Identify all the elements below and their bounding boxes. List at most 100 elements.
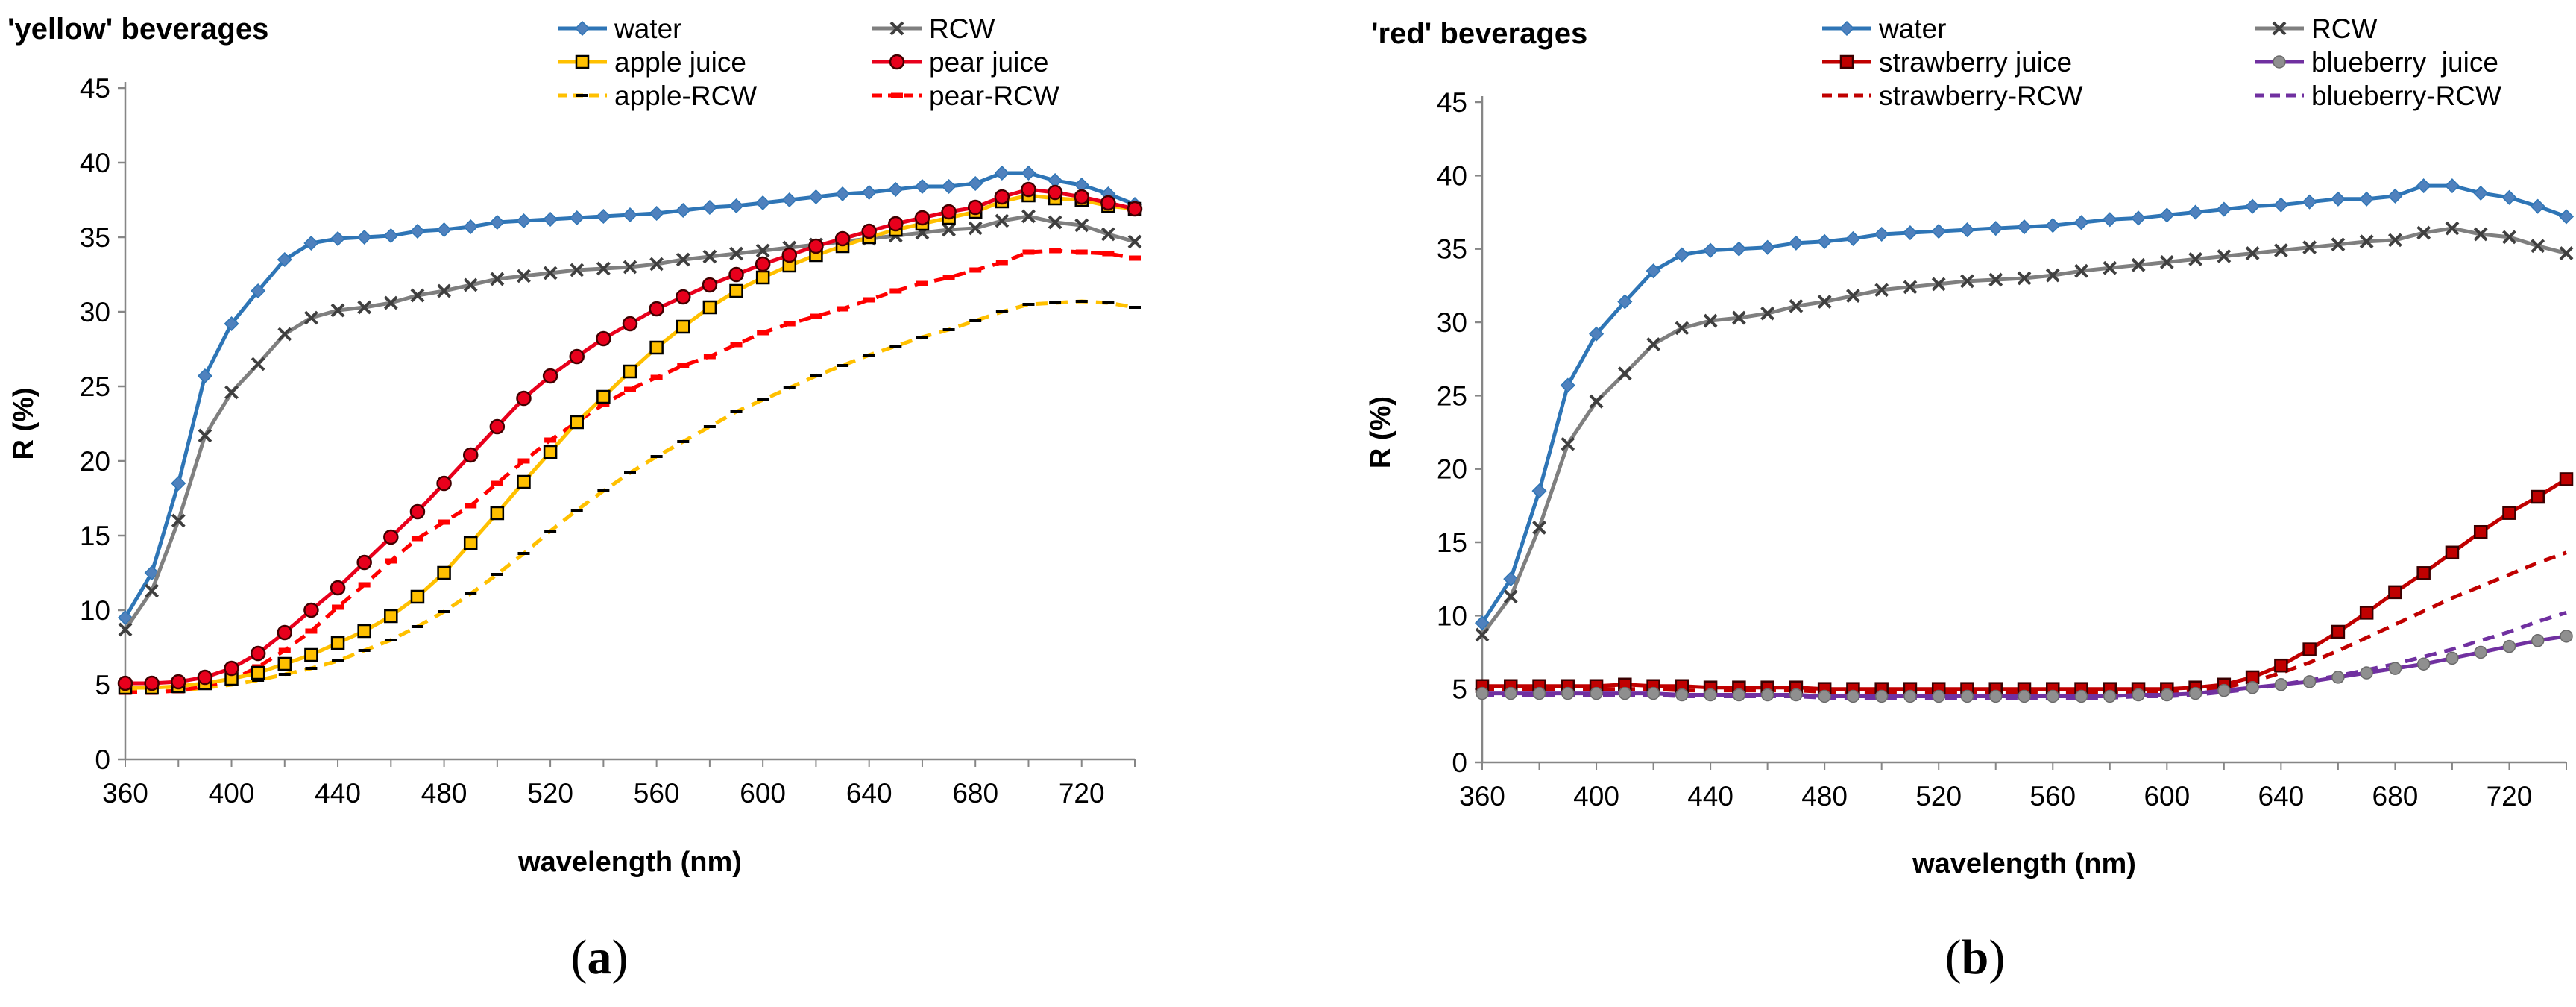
data-point — [1732, 688, 1746, 702]
series-line-water — [1480, 183, 2569, 625]
data-point — [2359, 234, 2374, 249]
data-point — [2331, 624, 2346, 639]
data-point — [2302, 642, 2317, 656]
data-point — [1789, 688, 1803, 702]
data-point — [2216, 201, 2232, 217]
data-point — [1560, 377, 1575, 393]
data-point — [861, 223, 877, 239]
data-point — [1561, 686, 1575, 700]
data-point — [543, 445, 558, 459]
data-point — [2188, 204, 2203, 220]
data-point — [356, 229, 372, 245]
y-tick-label: 15 — [80, 521, 110, 551]
legend-label: blueberry-RCW — [2311, 81, 2501, 111]
x-tick-label: 720 — [1059, 778, 1105, 809]
chart-title: 'red' beverages — [1371, 17, 1587, 50]
legend-label: strawberry-RCW — [1879, 81, 2082, 111]
x-tick-label: 440 — [315, 778, 361, 809]
data-point — [1675, 688, 1689, 702]
data-point — [410, 589, 425, 604]
data-point — [2245, 198, 2261, 214]
data-point — [303, 235, 319, 251]
data-point — [437, 283, 451, 298]
data-point — [118, 622, 133, 637]
series-water — [1474, 178, 2575, 631]
legend-swatch-marker — [2272, 21, 2287, 36]
data-point — [755, 270, 770, 285]
data-point — [808, 238, 824, 254]
data-point — [462, 447, 479, 463]
x-tick-label: 520 — [527, 778, 573, 809]
data-point — [1100, 195, 1116, 211]
y-tick-label: 10 — [80, 595, 110, 626]
x-tick-label: 560 — [2029, 781, 2076, 812]
y-tick-label: 35 — [80, 222, 110, 253]
legend-label: strawberry juice — [1879, 47, 2072, 78]
legend-swatch-marker — [2273, 55, 2286, 69]
data-point — [384, 609, 398, 624]
data-point — [649, 301, 664, 317]
data-point — [808, 189, 824, 205]
legend-item-blueberry-rcw: blueberry-RCW — [2255, 81, 2501, 111]
data-point — [145, 583, 160, 598]
data-point — [277, 251, 292, 268]
data-point — [2360, 666, 2373, 680]
data-point — [1021, 165, 1036, 181]
y-tick-label: 5 — [1452, 674, 1467, 705]
data-point — [409, 223, 426, 239]
data-point — [2445, 545, 2460, 560]
data-point — [383, 295, 398, 310]
data-point — [277, 327, 292, 342]
data-point — [2502, 639, 2516, 653]
legend-swatch-marker — [889, 21, 904, 36]
data-point — [2103, 689, 2117, 703]
legend-label: RCW — [2311, 13, 2377, 44]
data-point — [2531, 489, 2545, 504]
data-point — [676, 319, 690, 334]
data-point — [489, 214, 505, 230]
data-point — [729, 246, 743, 261]
data-point — [1504, 686, 1518, 700]
x-tick-label: 440 — [1687, 781, 1733, 812]
data-point — [1731, 241, 1747, 257]
data-point — [1588, 326, 1605, 342]
legend-item-rcw: RCW — [872, 13, 995, 44]
legend-item-apple-juice: apple juice — [558, 47, 746, 78]
data-point — [304, 310, 318, 325]
data-point — [728, 198, 744, 214]
data-point — [171, 674, 186, 690]
data-point — [542, 368, 558, 384]
data-point — [914, 210, 930, 226]
x-tick-label: 520 — [1915, 781, 1962, 812]
data-point — [1760, 306, 1775, 321]
legend-item-water: water — [1822, 13, 1946, 44]
y-tick-label: 25 — [1437, 380, 1467, 411]
data-point — [1531, 483, 1547, 499]
y-tick-label: 20 — [1437, 454, 1467, 485]
y-tick-label: 5 — [95, 670, 110, 700]
data-point — [330, 303, 345, 318]
data-point — [2388, 233, 2402, 248]
data-point — [1703, 313, 1718, 328]
data-point — [1646, 263, 1661, 279]
y-tick-label: 20 — [80, 446, 110, 477]
data-point — [1590, 686, 1603, 700]
data-point — [702, 199, 717, 216]
data-point — [490, 272, 505, 286]
data-point — [437, 565, 451, 580]
series-line-pear-juice — [123, 187, 1137, 686]
data-point — [1960, 689, 1974, 703]
x-tick-label: 360 — [1459, 781, 1505, 812]
data-point — [1021, 209, 1036, 224]
data-point — [1474, 615, 1490, 631]
data-point — [649, 340, 664, 355]
data-point — [623, 260, 637, 275]
data-point — [2073, 215, 2089, 230]
y-tick-label: 45 — [1437, 87, 1467, 118]
legend: water RCW strawberry juice blueberry juice s… — [1822, 13, 2501, 111]
y-tick-label: 10 — [1437, 600, 1467, 631]
data-point — [2045, 218, 2061, 233]
data-point — [436, 222, 452, 238]
data-point — [596, 330, 611, 347]
data-point — [1074, 218, 1089, 233]
